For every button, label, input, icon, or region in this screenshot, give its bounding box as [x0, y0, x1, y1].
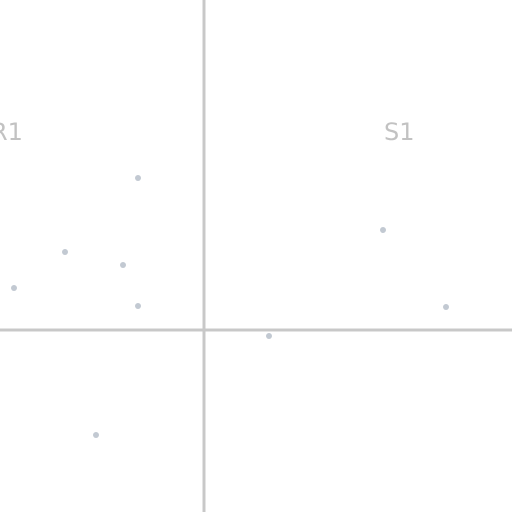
- scatter-point: [120, 262, 126, 268]
- scatter-point: [266, 333, 272, 339]
- scatter-point: [380, 227, 386, 233]
- scatter-point: [93, 432, 99, 438]
- quadrant-label-top-left: R1: [0, 120, 23, 144]
- scatter-point: [135, 175, 141, 181]
- scatter-point: [443, 304, 449, 310]
- scatter-point: [11, 285, 17, 291]
- scatter-point: [135, 303, 141, 309]
- scatter-point: [62, 249, 68, 255]
- quadrant-label-top-right: S1: [384, 120, 415, 144]
